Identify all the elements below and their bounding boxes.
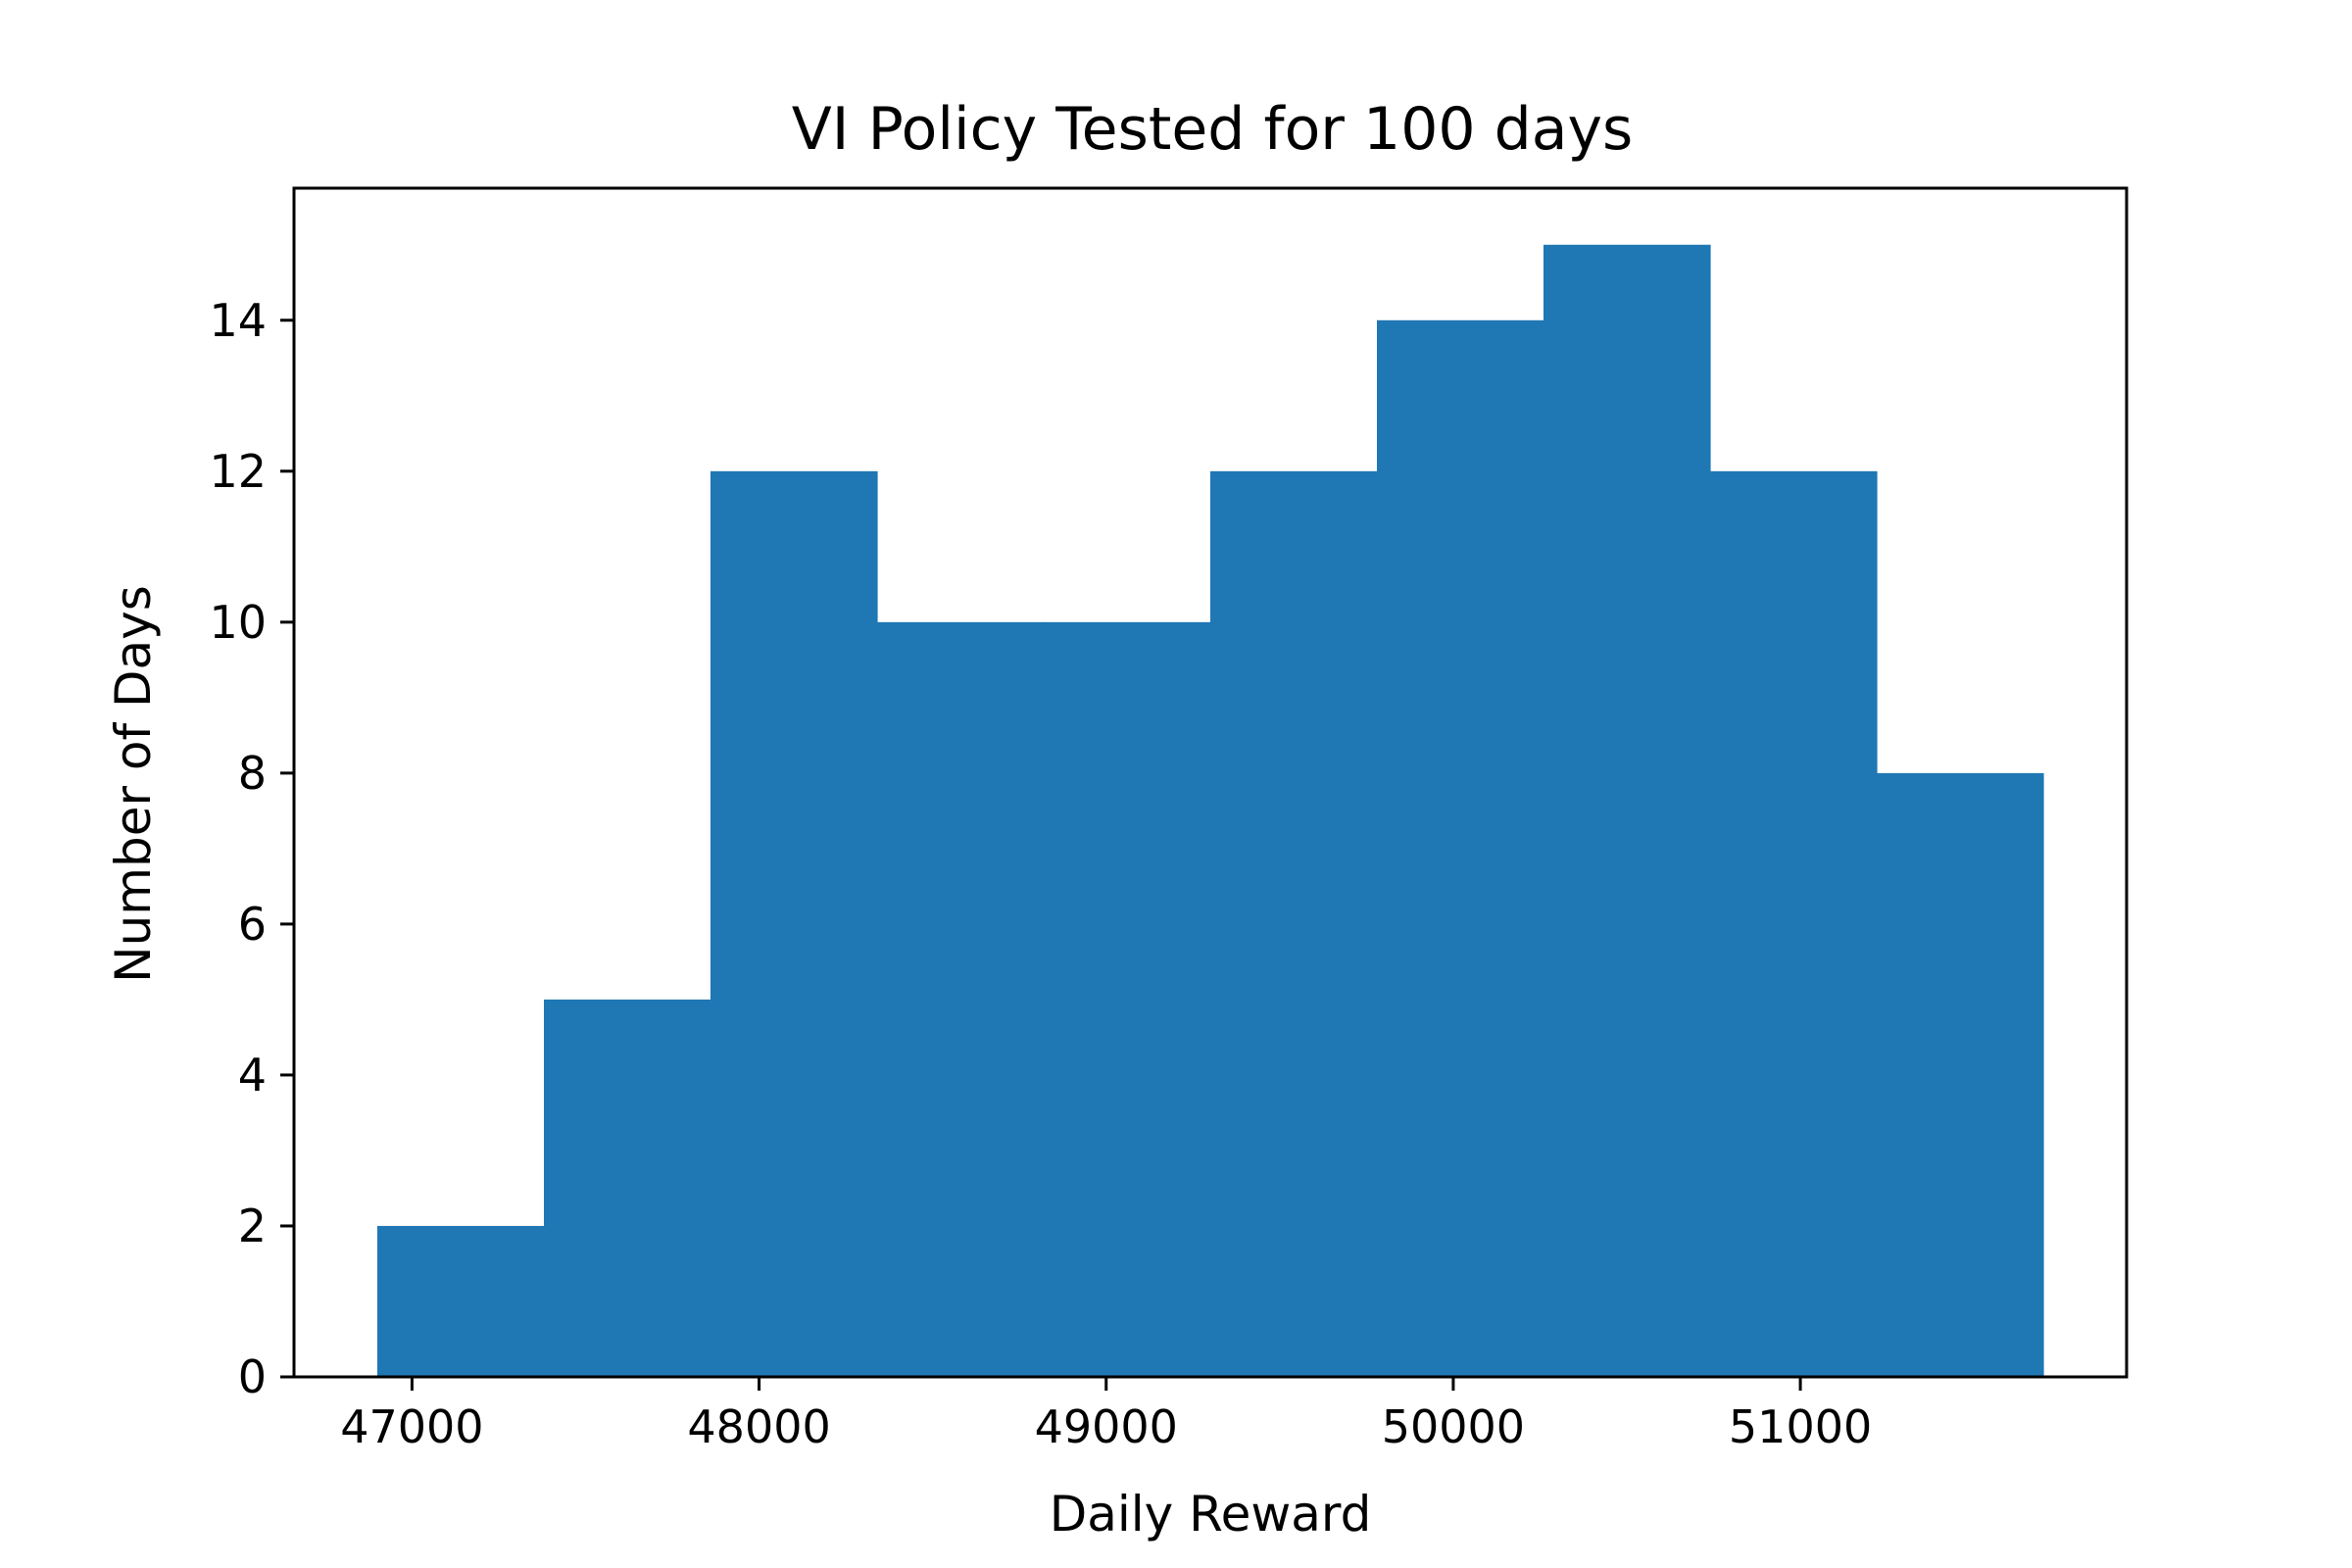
plot-frame [292, 186, 2129, 1379]
y-tick-label: 8 [238, 747, 267, 800]
x-tick-label: 50000 [1382, 1400, 1525, 1453]
histogram-bar-6 [1210, 470, 1378, 1377]
x-tick-label: 49000 [1035, 1400, 1178, 1453]
x-tick-label: 51000 [1729, 1400, 1872, 1453]
histogram-bar-9 [1710, 470, 1878, 1377]
y-axis-ticks: 0 2 4 6 8 10 12 14 [209, 294, 294, 1403]
histogram-bar-1 [377, 1225, 545, 1377]
histogram-bar-4 [877, 621, 1045, 1377]
y-tick-label: 4 [238, 1049, 267, 1102]
x-tick-label: 48000 [687, 1400, 830, 1453]
histogram-bar-5 [1044, 621, 1211, 1377]
histogram-bars [377, 244, 2044, 1377]
chart-title: VI Policy Tested for 100 days [792, 95, 1634, 164]
histogram-bar-10 [1877, 772, 2044, 1377]
y-axis-label: Number of Days [105, 585, 162, 983]
y-tick-label: 6 [238, 898, 267, 951]
histogram-bar-2 [544, 999, 711, 1377]
histogram-bar-8 [1544, 244, 1711, 1377]
x-axis-ticks: 47000 48000 49000 50000 51000 [340, 1377, 1872, 1453]
y-tick-label: 12 [209, 445, 267, 498]
histogram-bar-3 [710, 470, 878, 1377]
y-tick-label: 2 [238, 1200, 267, 1252]
histogram-bar-7 [1377, 319, 1544, 1377]
y-tick-label: 10 [209, 596, 267, 649]
x-tick-label: 47000 [340, 1400, 483, 1453]
y-tick-label: 0 [238, 1350, 267, 1403]
y-tick-label: 14 [209, 294, 267, 347]
x-axis-label: Daily Reward [1050, 1486, 1372, 1543]
